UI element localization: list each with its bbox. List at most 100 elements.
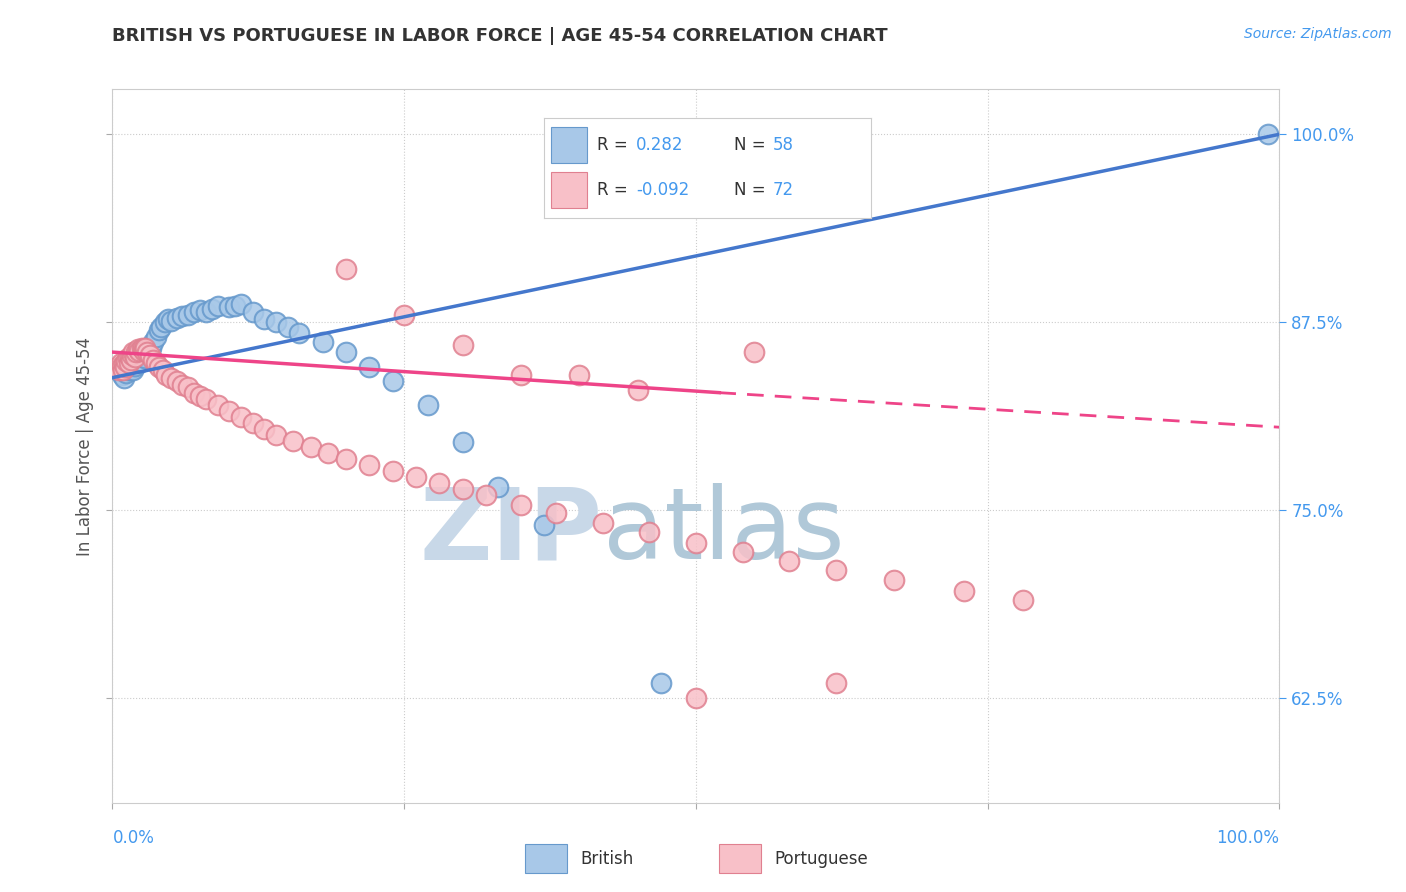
Bar <box>526 844 567 873</box>
Point <box>183 385 205 400</box>
Point <box>127 342 149 356</box>
Point <box>124 350 146 364</box>
Point <box>172 378 194 392</box>
Point <box>132 342 155 356</box>
Point <box>166 374 188 388</box>
Point <box>107 360 129 375</box>
Point <box>218 300 240 314</box>
Point <box>451 435 474 450</box>
Point <box>132 343 155 358</box>
Point <box>188 389 211 403</box>
Point <box>242 304 264 318</box>
Point <box>381 374 404 388</box>
Point <box>685 690 707 705</box>
Text: R =: R = <box>596 136 633 153</box>
Point <box>112 363 135 377</box>
Text: N =: N = <box>734 136 770 153</box>
Point <box>416 398 439 412</box>
Point <box>201 301 224 316</box>
Point <box>218 403 240 417</box>
Point <box>335 451 357 466</box>
Point <box>335 262 357 277</box>
Point <box>122 363 145 377</box>
Text: R =: R = <box>596 181 633 199</box>
Point <box>627 383 650 397</box>
Point <box>475 488 498 502</box>
Point <box>114 360 136 375</box>
Point <box>122 345 145 359</box>
Point <box>568 368 591 382</box>
Point <box>139 341 162 355</box>
Point <box>128 343 150 358</box>
Point <box>276 319 298 334</box>
Point <box>264 427 287 442</box>
Point <box>183 304 205 318</box>
Point <box>544 506 567 520</box>
Point <box>177 379 200 393</box>
Point <box>229 409 252 424</box>
Point <box>108 363 131 377</box>
Point <box>131 350 153 364</box>
Text: -0.092: -0.092 <box>636 181 689 199</box>
Point <box>405 470 427 484</box>
Point <box>118 363 141 377</box>
Point <box>136 345 159 359</box>
Point <box>110 356 132 370</box>
Point <box>112 370 135 384</box>
Point <box>177 308 200 322</box>
Point <box>359 360 381 375</box>
Bar <box>551 127 586 162</box>
Text: BRITISH VS PORTUGUESE IN LABOR FORCE | AGE 45-54 CORRELATION CHART: BRITISH VS PORTUGUESE IN LABOR FORCE | A… <box>112 27 889 45</box>
Point <box>953 584 976 599</box>
Point <box>139 348 162 362</box>
Bar <box>720 844 762 873</box>
Point <box>509 499 531 513</box>
Point <box>112 357 135 371</box>
Point <box>131 341 153 355</box>
Bar <box>551 171 586 208</box>
Point <box>318 446 340 460</box>
Point <box>335 345 357 359</box>
Point <box>115 366 138 380</box>
Point <box>1011 593 1033 607</box>
Point <box>107 360 129 375</box>
Point <box>121 357 143 371</box>
Text: 0.0%: 0.0% <box>112 830 155 847</box>
Point <box>207 398 229 412</box>
Point <box>311 334 333 349</box>
Point <box>166 310 188 325</box>
Point <box>122 360 145 375</box>
Text: Source: ZipAtlas.com: Source: ZipAtlas.com <box>1244 27 1392 41</box>
Text: N =: N = <box>734 181 770 199</box>
Point <box>742 345 765 359</box>
Point <box>288 326 311 340</box>
Point <box>172 309 194 323</box>
Text: atlas: atlas <box>603 483 844 580</box>
Point <box>207 299 229 313</box>
Point <box>155 368 177 382</box>
Point <box>118 356 141 370</box>
Point <box>685 536 707 550</box>
Point <box>153 315 176 329</box>
Point <box>160 313 183 327</box>
Point <box>299 440 322 454</box>
Point <box>125 345 148 359</box>
Point <box>381 464 404 478</box>
Point <box>883 574 905 588</box>
Point <box>142 352 165 367</box>
Point <box>125 351 148 365</box>
Point <box>134 351 156 365</box>
Text: Portuguese: Portuguese <box>773 849 868 868</box>
Point <box>592 516 614 531</box>
Point <box>194 392 217 406</box>
Point <box>731 545 754 559</box>
Point <box>117 351 139 365</box>
Point <box>136 343 159 358</box>
Point <box>157 312 180 326</box>
Point <box>451 337 474 351</box>
Point <box>148 360 170 375</box>
Point <box>533 517 555 532</box>
Point <box>142 334 165 349</box>
Point <box>134 341 156 355</box>
Point <box>825 563 848 577</box>
